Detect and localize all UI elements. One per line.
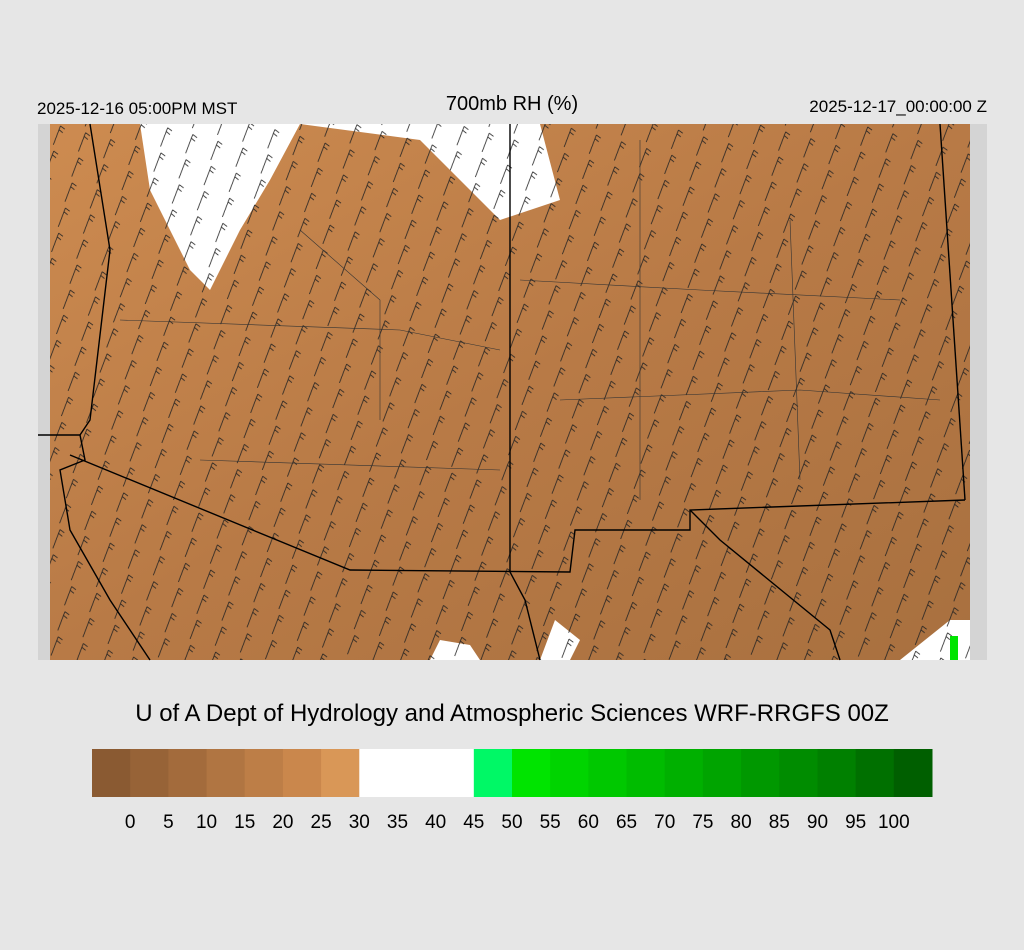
colorbar-box xyxy=(206,749,246,797)
colorbar-box xyxy=(282,749,322,797)
valid-utc: 2025-12-17_00:00:00 Z xyxy=(809,97,987,116)
colorbar-tick-label: 60 xyxy=(578,812,599,833)
colorbar-box xyxy=(779,749,818,797)
map xyxy=(38,123,987,661)
colorbar-box xyxy=(397,749,437,797)
colorbar-box xyxy=(130,749,169,797)
credit: U of A Dept of Hydrology and Atmospheric… xyxy=(135,700,889,727)
colorbar-tick-label: 40 xyxy=(425,812,446,833)
colorbar-box xyxy=(855,749,895,797)
colorbar-tick-label: 30 xyxy=(349,812,370,833)
colorbar-tick-label: 50 xyxy=(501,812,522,833)
colorbar-box xyxy=(741,749,780,797)
colorbar-box xyxy=(168,749,208,797)
colorbar-box xyxy=(435,749,475,797)
colorbar-box xyxy=(626,749,666,797)
colorbar-box xyxy=(588,749,628,797)
colorbar-box xyxy=(702,749,742,797)
colorbar-box xyxy=(550,749,589,797)
colorbar-box xyxy=(244,749,284,797)
colorbar-box xyxy=(473,749,513,797)
colorbar-tick-label: 75 xyxy=(692,812,713,833)
colorbar-tick-label: 65 xyxy=(616,812,637,833)
colorbar-tick-label: 80 xyxy=(731,812,752,833)
colorbar-tick-label: 20 xyxy=(272,812,293,833)
colorbar-box xyxy=(321,749,360,797)
colorbar-tick-label: 25 xyxy=(311,812,332,833)
colorbar-tick-label: 45 xyxy=(463,812,484,833)
colorbar-tick-label: 85 xyxy=(769,812,790,833)
colorbar-tick-label: 55 xyxy=(540,812,561,833)
colorbar-tick-label: 5 xyxy=(163,812,174,833)
colorbar-box xyxy=(664,749,704,797)
colorbar-tick-label: 15 xyxy=(234,812,255,833)
map-title: 700mb RH (%) xyxy=(446,93,578,115)
colorbar-tick-label: 0 xyxy=(125,812,136,833)
colorbar-tick-label: 90 xyxy=(807,812,828,833)
colorbar-tick-label: 10 xyxy=(196,812,217,833)
colorbar-box xyxy=(92,749,131,797)
colorbar-tick-label: 70 xyxy=(654,812,675,833)
colorbar-tick-label: 100 xyxy=(878,812,910,833)
colorbar-box xyxy=(893,749,933,797)
colorbar-tick-label: 35 xyxy=(387,812,408,833)
valid-local: 2025-12-16 05:00PM MST xyxy=(37,99,237,118)
colorbar-tick-label: 95 xyxy=(845,812,866,833)
colorbar: 0 5 10 15 20 25 30 35 40 45 50 55 60 65 70 75 80 85 90 95 10… xyxy=(92,749,933,833)
colorbar-box xyxy=(817,749,857,797)
colorbar-box xyxy=(359,749,398,797)
colorbar-box xyxy=(512,749,551,797)
